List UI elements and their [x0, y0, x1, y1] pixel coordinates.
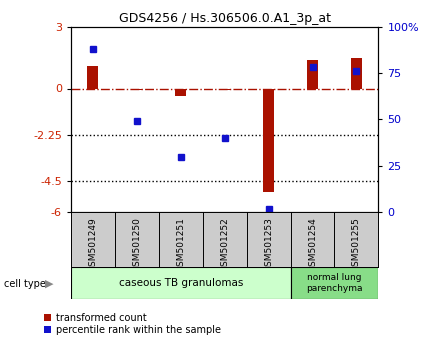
Bar — [263, 88, 274, 192]
Text: GSM501254: GSM501254 — [308, 217, 317, 272]
Bar — [87, 66, 98, 88]
Bar — [219, 88, 230, 90]
Text: GSM501249: GSM501249 — [89, 217, 98, 272]
Legend: transformed count, percentile rank within the sample: transformed count, percentile rank withi… — [43, 313, 221, 335]
Text: GSM501255: GSM501255 — [352, 217, 361, 272]
Text: cell type: cell type — [4, 279, 46, 289]
Bar — [131, 88, 142, 90]
Bar — [307, 59, 318, 88]
Bar — [291, 267, 378, 299]
Text: GSM501251: GSM501251 — [176, 217, 185, 272]
Bar — [175, 88, 186, 96]
Text: GSM501252: GSM501252 — [220, 217, 229, 272]
Bar — [71, 267, 291, 299]
Text: ▶: ▶ — [45, 279, 54, 289]
Text: normal lung
parenchyma: normal lung parenchyma — [306, 274, 363, 293]
Text: GSM501253: GSM501253 — [264, 217, 273, 272]
Text: GSM501250: GSM501250 — [132, 217, 141, 272]
Title: GDS4256 / Hs.306506.0.A1_3p_at: GDS4256 / Hs.306506.0.A1_3p_at — [119, 12, 331, 25]
Bar — [351, 57, 362, 88]
Text: caseous TB granulomas: caseous TB granulomas — [119, 278, 243, 288]
